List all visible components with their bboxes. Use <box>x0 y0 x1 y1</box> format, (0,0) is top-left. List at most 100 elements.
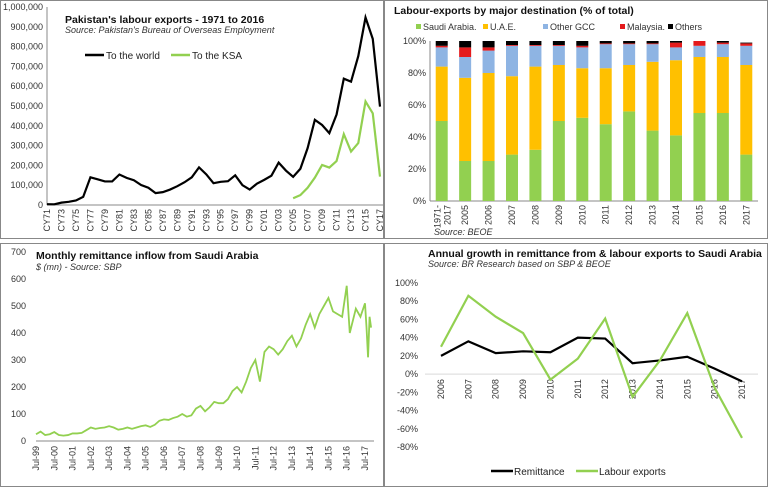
chart1-x-tick: CY81 <box>114 209 124 232</box>
chart4-x-tick: 2007 <box>463 379 473 399</box>
chart2-bar-segment <box>506 76 518 155</box>
chart1-series-ksa-line <box>292 98 382 200</box>
chart1-y-tick: 200,000 <box>10 160 43 170</box>
chart2-bar-segment <box>716 57 729 113</box>
chart2-bar-segment <box>670 42 682 48</box>
chart2-x-tick: 2005 <box>460 205 470 225</box>
chart1-x-tick: CY05 <box>288 209 298 232</box>
chart3-x-tick: Jul-05 <box>141 446 151 471</box>
chart3-x-tick: Jul-14 <box>305 446 315 471</box>
chart2-y-tick: 60% <box>408 100 426 110</box>
legend-swatch <box>668 24 673 29</box>
chart2-x-tick: 2013 <box>648 205 658 225</box>
chart2-bar-segment <box>623 44 636 65</box>
chart3-x-tick: Jul-16 <box>342 446 352 471</box>
chart2-x-tick: 2017 <box>741 205 751 225</box>
chart1-x-tick: CY97 <box>230 209 240 232</box>
chart2-legend: Saudi Arabia. U.A.E. Other GCC Malaysia. Oth… <box>416 22 703 32</box>
chart2-x-tick: 2011 <box>601 205 611 224</box>
chart2-x-tick: 2012 <box>624 205 634 225</box>
chart2-bar-segment <box>459 161 472 201</box>
chart4-series-remittance-line <box>440 336 743 383</box>
chart2-bar-segment <box>506 154 518 201</box>
chart2-bar-segment <box>646 41 659 44</box>
chart4-y-tick: -80% <box>397 442 418 452</box>
chart1-x-tick: CY85 <box>143 209 153 232</box>
chart3-x-tick: Jul-17 <box>360 446 370 471</box>
chart1-title: Pakistan's labour exports - 1971 to 2016 <box>65 14 264 26</box>
chart2-bar-segment <box>646 43 659 45</box>
chart4-y-tick: 0% <box>405 369 418 379</box>
chart2-source: Source: BEOE <box>434 227 494 237</box>
chart1-x-tick: CY11 <box>332 209 342 231</box>
chart1-x-tick: CY99 <box>245 209 255 232</box>
chart1-y-tick: 700,000 <box>10 61 43 71</box>
chart2-y-tick: 0% <box>413 196 426 206</box>
chart2-bar-segment <box>482 50 495 73</box>
chart4-x-tick: 2013 <box>628 379 638 399</box>
chart4-x-tick: 2015 <box>682 379 692 399</box>
chart2-x-tick: 1971- <box>433 205 443 228</box>
chart3-x-tick: Jul-07 <box>177 446 187 471</box>
chart1-x-tick: CY89 <box>172 209 182 232</box>
chart2-y-tick: 20% <box>408 164 426 174</box>
chart3-x-tick: Jul-04 <box>122 446 132 471</box>
legend-label: U.A.E. <box>490 22 516 32</box>
chart3-x-tick: Jul-00 <box>49 446 59 471</box>
chart2-bar-segment <box>740 154 753 201</box>
chart2-x-tick: 2007 <box>507 205 517 225</box>
chart4-x-tick: 2006 <box>436 379 446 399</box>
chart2-bar-segment <box>576 117 589 201</box>
chart2-bar-segment <box>716 113 729 201</box>
chart2-bar-segment <box>552 41 565 45</box>
chart2-bar-segment <box>459 47 472 57</box>
chart3-x-tick: Jul-06 <box>159 446 169 471</box>
chart1-series-world-line <box>46 13 382 206</box>
chart4-x-tick: 2012 <box>600 379 610 399</box>
chart4-x-tick: 2011 <box>573 379 583 398</box>
chart2-bar-segment <box>552 45 565 46</box>
legend-label: Malaysia. <box>627 22 665 32</box>
chart2-bar-segment <box>435 45 448 48</box>
chart3-title: Monthly remittance inflow from Saudi Ara… <box>36 250 259 262</box>
chart2-bar-segment <box>716 41 729 43</box>
chart2-bar-segment <box>552 45 565 65</box>
chart1-subtitle: Source: Pakistan's Bureau of Overseas Em… <box>65 25 275 35</box>
panel-border-bottom-right <box>384 243 768 487</box>
chart3-y-tick: 400 <box>11 328 26 338</box>
chart2-bar-segment <box>670 47 682 61</box>
legend-swatch <box>416 24 421 29</box>
chart2-bar-segment <box>576 47 589 69</box>
legend-label: Others <box>675 22 703 32</box>
legend-label: Other GCC <box>550 22 596 32</box>
chart2-bar-segment <box>646 130 659 201</box>
chart4-y-tick: 20% <box>400 351 418 361</box>
chart1-x-tick: CY73 <box>56 209 66 232</box>
chart2-bar-segment <box>482 41 495 48</box>
chart2-bar-segment <box>529 45 542 46</box>
chart2-bar-segment <box>670 60 682 136</box>
chart2-bar-segment <box>459 77 472 161</box>
chart1-y-tick: 1,000,000 <box>3 2 43 12</box>
chart4-y-tick: -60% <box>397 424 418 434</box>
chart4-y-tick: 100% <box>395 278 418 288</box>
legend-label-ksa: To the KSA <box>192 51 242 62</box>
chart3-y-tick: 200 <box>11 382 26 392</box>
legend-swatch <box>620 24 625 29</box>
chart2-bar-segment <box>576 45 589 48</box>
chart2-x-tick: 2008 <box>530 205 540 225</box>
chart1-x-tick: CY83 <box>129 209 139 232</box>
chart2-bar-segment <box>693 45 706 57</box>
chart2-bar-segment <box>646 44 659 62</box>
chart2-x-tick: 2015 <box>694 205 704 225</box>
chart2-bar-segment <box>506 45 518 77</box>
chart2-bar-segment <box>506 45 518 46</box>
chart1-x-tick: CY91 <box>187 209 197 232</box>
chart2-bar-segment <box>623 43 636 45</box>
chart3-subtitle: $ (mn) - Source: SBP <box>35 262 122 272</box>
chart2-bar-segment <box>646 61 659 131</box>
chart1-y-tick: 800,000 <box>10 42 43 52</box>
chart1-x-tick: CY93 <box>201 209 211 232</box>
chart1-y-tick: 500,000 <box>10 101 43 111</box>
chart3-x-tick: Jul-15 <box>323 446 333 471</box>
